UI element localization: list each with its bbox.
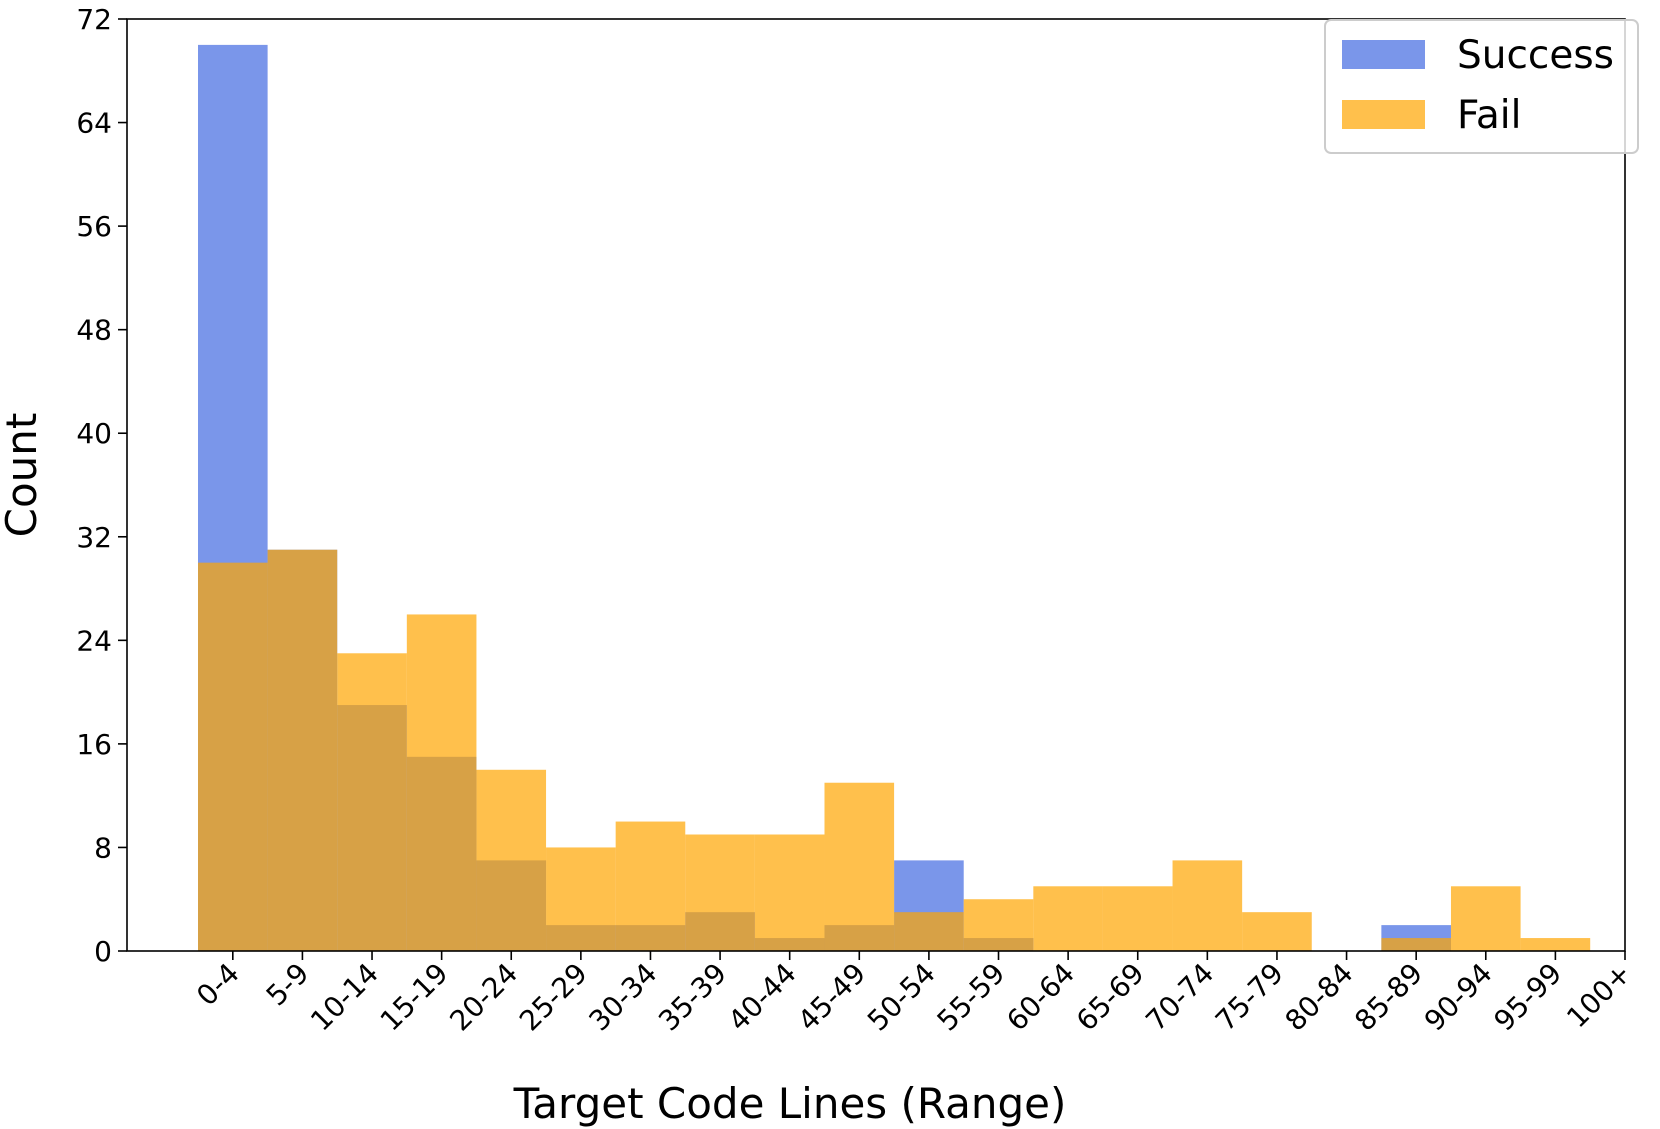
y-tick-label: 8 — [94, 831, 112, 864]
x-tick-label: 15-19 — [374, 957, 455, 1038]
x-tick-label: 35-39 — [652, 957, 733, 1038]
bar — [685, 834, 755, 951]
x-tick-label: 65-69 — [1070, 957, 1151, 1038]
bar — [754, 834, 825, 951]
bar — [1242, 912, 1312, 951]
x-tick-label: 60-64 — [1000, 957, 1081, 1038]
y-tick-label: 64 — [76, 107, 112, 140]
x-tick-label: 95-99 — [1487, 957, 1568, 1038]
bar — [824, 782, 895, 951]
y-tick-label: 32 — [76, 521, 112, 554]
x-tick-label: 20-24 — [443, 957, 524, 1038]
y-tick-label: 16 — [76, 728, 112, 761]
bar — [267, 549, 338, 951]
bar — [1520, 938, 1591, 951]
legend-label: Success — [1457, 33, 1614, 78]
x-tick-label: 30-34 — [583, 957, 664, 1038]
x-tick-label: 50-54 — [861, 957, 942, 1038]
y-tick-label: 72 — [76, 3, 112, 36]
bar — [1172, 860, 1243, 951]
y-tick-label: 24 — [76, 624, 112, 657]
y-tick-label: 48 — [76, 314, 112, 347]
bar — [1033, 886, 1103, 951]
y-tick-label: 40 — [76, 417, 112, 450]
x-tick-label: 45-49 — [791, 957, 872, 1038]
y-tick-label: 0 — [94, 935, 112, 968]
bar — [963, 899, 1034, 951]
x-tick-label: 0-4 — [190, 957, 246, 1013]
x-tick-label: 40-44 — [722, 957, 803, 1038]
x-tick-label: 55-59 — [931, 957, 1012, 1038]
bar — [894, 912, 964, 951]
legend-swatch — [1342, 100, 1425, 129]
x-tick-label: 10-14 — [304, 957, 385, 1038]
legend-label: Fail — [1457, 93, 1521, 138]
x-tick-label: 70-74 — [1139, 957, 1220, 1038]
bar — [615, 821, 686, 951]
x-tick-label: 25-29 — [513, 957, 594, 1038]
bar — [476, 769, 547, 951]
y-axis-label: Count — [0, 413, 46, 538]
bar — [1102, 886, 1173, 951]
legend: Success Fail — [1324, 19, 1639, 154]
bar — [1381, 938, 1451, 951]
bar — [406, 614, 477, 951]
bar — [337, 653, 407, 951]
x-tick-label: 75-79 — [1209, 957, 1290, 1038]
y-tick-label: 56 — [76, 210, 112, 243]
axes-frame — [126, 18, 1626, 952]
bar — [198, 562, 268, 951]
x-tick-label: 80-84 — [1279, 957, 1360, 1038]
legend-swatch — [1342, 40, 1425, 69]
x-tick-label: 90-94 — [1418, 957, 1499, 1038]
x-tick-label: 5-9 — [260, 957, 316, 1013]
bar — [1450, 886, 1521, 951]
x-tick-label: 85-89 — [1348, 957, 1429, 1038]
x-tick-label: 100+ — [1560, 957, 1638, 1035]
x-axis-label: Target Code Lines (Range) — [513, 1079, 1067, 1128]
bar — [546, 847, 616, 951]
